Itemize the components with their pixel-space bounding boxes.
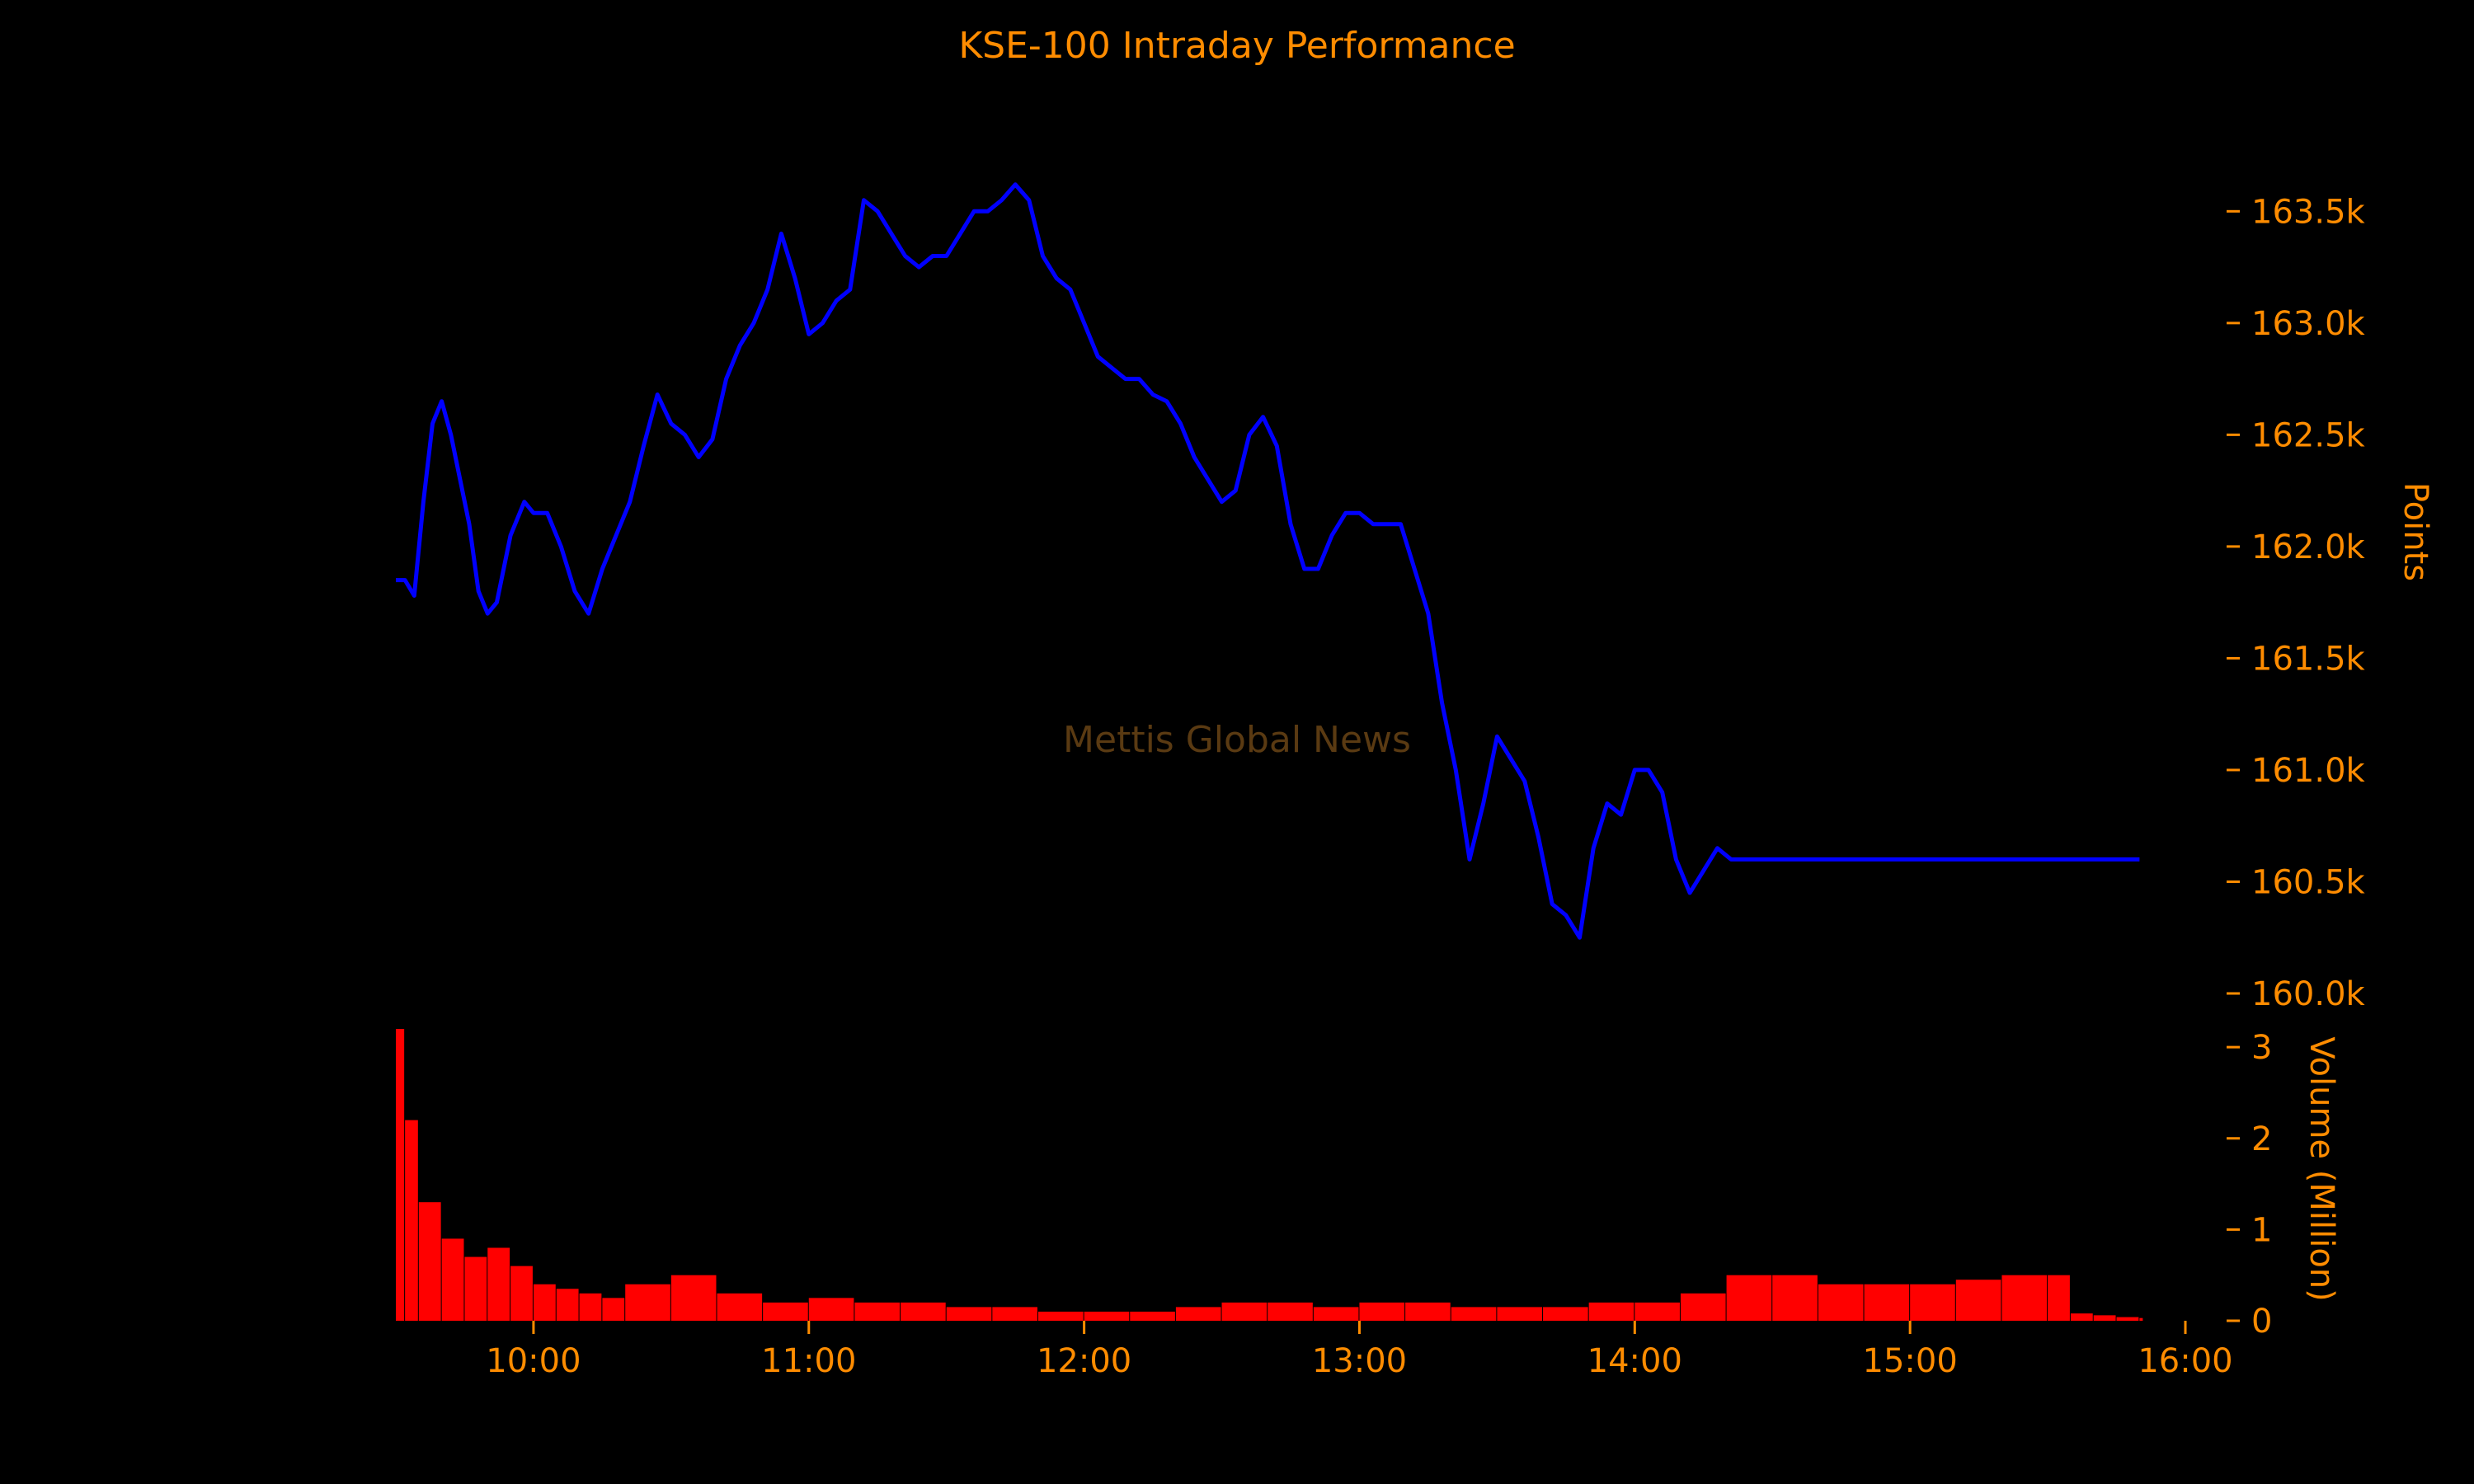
volume-bar	[901, 1302, 946, 1321]
volume-bar	[854, 1302, 901, 1321]
volume-bar	[808, 1298, 854, 1321]
volume-bar	[510, 1266, 533, 1321]
volume-bar	[1451, 1307, 1497, 1321]
price-tick-label: 160.0k	[2251, 975, 2366, 1013]
volume-bar	[1313, 1307, 1359, 1321]
price-line	[396, 182, 2140, 940]
volume-bar	[396, 1029, 405, 1321]
time-tick-label: 16:00	[2138, 1342, 2232, 1380]
volume-bar	[418, 1202, 441, 1321]
price-tick-label: 161.0k	[2251, 752, 2366, 790]
volume-bar	[1680, 1293, 1726, 1321]
volume-bar	[1818, 1284, 1864, 1321]
volume-tick-label: 0	[2251, 1303, 2272, 1341]
volume-bar	[441, 1238, 464, 1321]
volume-bar	[1084, 1311, 1130, 1321]
volume-bar	[2048, 1275, 2070, 1321]
price-tick-label: 161.5k	[2251, 640, 2366, 678]
time-tick-label: 12:00	[1037, 1342, 1131, 1380]
volume-tick-label: 2	[2251, 1120, 2272, 1158]
volume-bar	[2001, 1275, 2048, 1321]
volume-bar	[1588, 1302, 1634, 1321]
volume-bar	[1634, 1302, 1680, 1321]
volume-bar	[1405, 1302, 1451, 1321]
volume-bar	[556, 1289, 579, 1321]
volume-bar	[2093, 1315, 2116, 1321]
time-axis: 10:00 11:00 12:00 13:00 14:00 15:00 16:00	[486, 1321, 2233, 1380]
volume-bar	[625, 1284, 670, 1321]
volume-bar	[1268, 1302, 1313, 1321]
volume-bar	[464, 1256, 487, 1321]
volume-bar	[1221, 1302, 1268, 1321]
volume-bar	[2116, 1317, 2139, 1321]
volume-bar	[1772, 1275, 1818, 1321]
price-tick-label: 162.5k	[2251, 416, 2366, 454]
volume-bar	[670, 1275, 717, 1321]
volume-axis: 0 1 2 3	[2227, 1029, 2272, 1341]
volume-bar	[763, 1302, 808, 1321]
volume-axis-label: Volume (Million)	[2302, 1036, 2340, 1301]
volume-bar	[1955, 1280, 2001, 1321]
watermark: Mettis Global News	[1063, 719, 1411, 761]
volume-bar	[2139, 1317, 2143, 1321]
time-tick-label: 15:00	[1863, 1342, 1958, 1380]
volume-tick-label: 1	[2251, 1211, 2272, 1249]
price-axis-label: Points	[2396, 482, 2434, 581]
volume-bar	[1910, 1284, 1955, 1321]
volume-bars	[396, 1029, 2143, 1321]
volume-bar	[946, 1307, 992, 1321]
volume-bar	[1130, 1311, 1175, 1321]
time-tick-label: 13:00	[1312, 1342, 1407, 1380]
price-tick-label: 163.0k	[2251, 305, 2366, 343]
volume-bar	[2070, 1313, 2093, 1321]
volume-tick-label: 3	[2251, 1029, 2272, 1067]
volume-bar	[1543, 1307, 1588, 1321]
volume-bar	[405, 1120, 418, 1321]
volume-bar	[1864, 1284, 1910, 1321]
time-tick-label: 11:00	[761, 1342, 856, 1380]
volume-bar	[1497, 1307, 1543, 1321]
time-tick-label: 14:00	[1587, 1342, 1682, 1380]
price-axis: 160.0k 160.5k 161.0k 161.5k 162.0k 162.5k 163.…	[2227, 193, 2366, 1013]
price-tick-label: 163.5k	[2251, 193, 2366, 231]
volume-bar	[487, 1247, 510, 1321]
volume-bar	[717, 1293, 763, 1321]
volume-bar	[992, 1307, 1037, 1321]
price-tick-label: 160.5k	[2251, 863, 2366, 901]
volume-bar	[602, 1298, 625, 1321]
chart-title: KSE-100 Intraday Performance	[958, 25, 1515, 67]
time-tick-label: 10:00	[486, 1342, 581, 1380]
volume-bar	[579, 1293, 602, 1321]
volume-bar	[1037, 1311, 1084, 1321]
volume-bar	[1359, 1302, 1405, 1321]
price-tick-label: 162.0k	[2251, 528, 2366, 566]
volume-bar	[1726, 1275, 1772, 1321]
volume-bar	[533, 1284, 556, 1321]
volume-bar	[1175, 1307, 1221, 1321]
